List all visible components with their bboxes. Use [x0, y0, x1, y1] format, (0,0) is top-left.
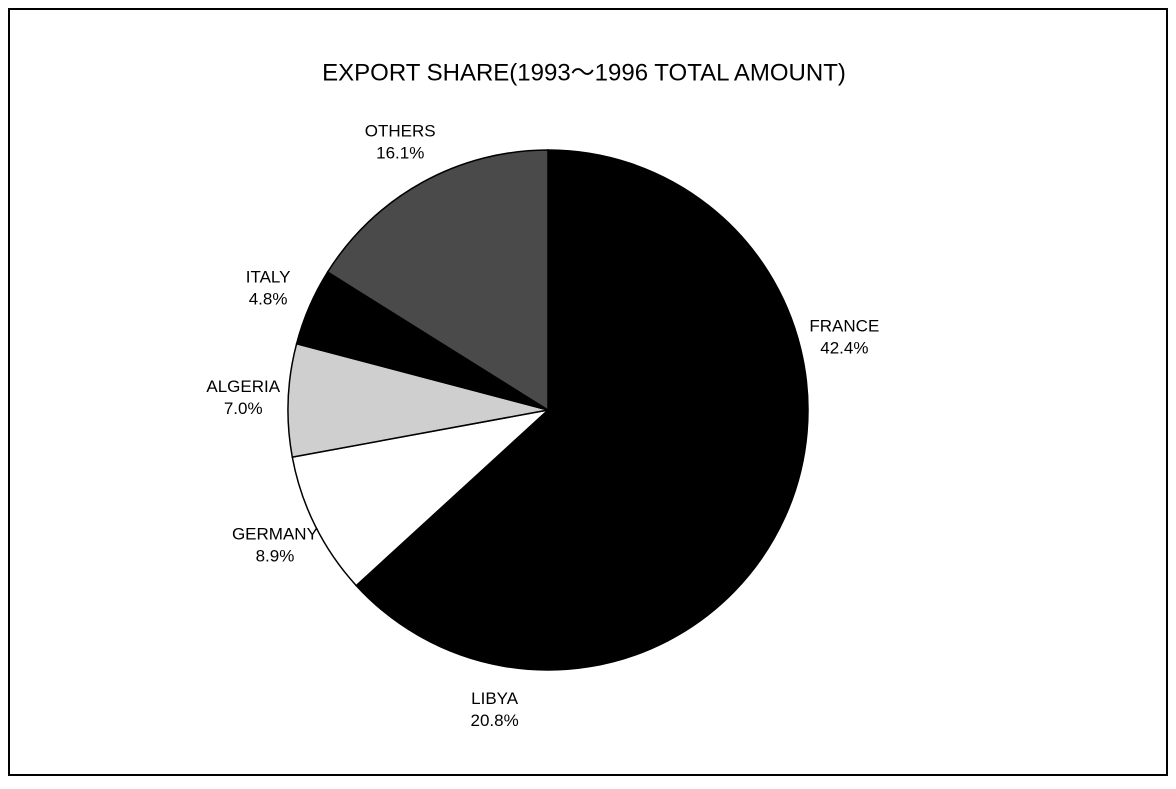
slice-label: ALGERIA: [206, 377, 280, 396]
slice-value-label: 42.4%: [820, 338, 868, 357]
chart-title: EXPORT SHARE(1993～1996 TOTAL AMOUNT): [322, 59, 846, 86]
slice-label: FRANCE: [809, 316, 879, 335]
slice-value-label: 7.0%: [224, 399, 263, 418]
slice-label: LIBYA: [471, 689, 519, 708]
pie-slice: [291, 408, 551, 587]
slice-value-label: 4.8%: [249, 289, 288, 308]
slice-value-label: 20.8%: [471, 711, 519, 730]
pie-slice: [287, 342, 549, 458]
slice-label: ITALY: [246, 267, 291, 286]
slice-label: GERMANY: [232, 524, 318, 543]
slice-value-label: 8.9%: [256, 546, 295, 565]
slice-label: OTHERS: [365, 122, 436, 141]
pie-slice: [326, 149, 549, 412]
slice-value-label: 16.1%: [376, 144, 424, 163]
pie-slice: [355, 408, 669, 671]
pie-slice: [547, 149, 809, 642]
